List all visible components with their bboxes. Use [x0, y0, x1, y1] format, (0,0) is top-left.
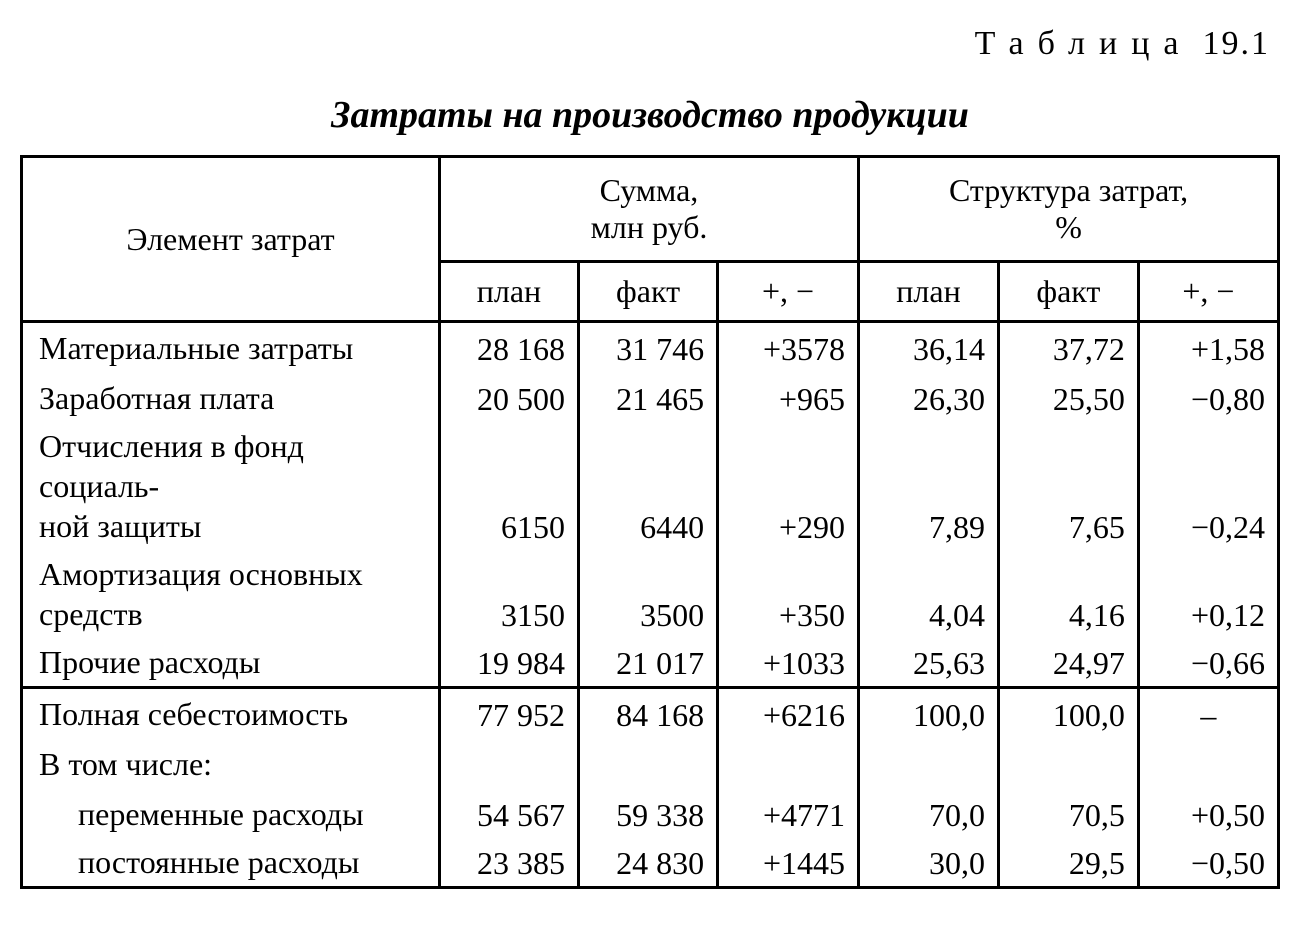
table-caption: Затраты на производство продукции — [20, 93, 1280, 137]
cell-struct-diff: – — [1138, 688, 1278, 738]
row-label: В том числе: — [22, 738, 440, 788]
cell-struct-diff: +1,58 — [1138, 322, 1278, 372]
cell-sum-plan: 3150 — [439, 550, 578, 638]
cell-sum-plan: 54 567 — [439, 788, 578, 838]
row-label: Полная себестоимость — [22, 688, 440, 738]
row-label: Заработная плата — [22, 372, 440, 422]
th-sum-plan: план — [439, 262, 578, 322]
cell-struct-fact: 70,5 — [998, 788, 1138, 838]
cell-sum-plan: 77 952 — [439, 688, 578, 738]
th-element: Элемент затрат — [22, 157, 440, 322]
row-label: Прочие расходы — [22, 638, 440, 688]
table-row: Заработная плата20 50021 465+96526,3025,… — [22, 372, 1279, 422]
cell-struct-diff: −0,50 — [1138, 838, 1278, 888]
table-row: В том числе: — [22, 738, 1279, 788]
row-label: Отчисления в фонд социаль- ной защиты — [22, 422, 440, 550]
th-sum-diff: +, − — [718, 262, 859, 322]
cell-sum-fact — [579, 738, 718, 788]
th-sum-fact: факт — [579, 262, 718, 322]
cell-struct-plan: 26,30 — [859, 372, 999, 422]
cell-sum-fact: 24 830 — [579, 838, 718, 888]
cell-struct-diff — [1138, 738, 1278, 788]
costs-table: Элемент затрат Сумма, млн руб. Структура… — [20, 155, 1280, 889]
cell-struct-plan: 4,04 — [859, 550, 999, 638]
cell-sum-diff: +965 — [718, 372, 859, 422]
cell-struct-plan: 100,0 — [859, 688, 999, 738]
cell-sum-diff: +6216 — [718, 688, 859, 738]
row-label: постоянные расходы — [22, 838, 440, 888]
table-row: Материальные затраты28 16831 746+357836,… — [22, 322, 1279, 372]
cell-sum-diff: +4771 — [718, 788, 859, 838]
cell-sum-plan — [439, 738, 578, 788]
cell-struct-fact: 7,65 — [998, 422, 1138, 550]
table-number-value: 19.1 — [1203, 25, 1271, 62]
cell-sum-diff: +350 — [718, 550, 859, 638]
th-struct-plan: план — [859, 262, 999, 322]
cell-sum-fact: 31 746 — [579, 322, 718, 372]
cell-sum-fact: 6440 — [579, 422, 718, 550]
cell-struct-fact: 29,5 — [998, 838, 1138, 888]
th-group-struct: Структура затрат, % — [859, 157, 1279, 262]
cell-struct-fact — [998, 738, 1138, 788]
cell-sum-plan: 20 500 — [439, 372, 578, 422]
cell-struct-fact: 25,50 — [998, 372, 1138, 422]
table-number: Таблица 19.1 — [20, 25, 1270, 63]
cell-struct-plan: 7,89 — [859, 422, 999, 550]
cell-sum-fact: 3500 — [579, 550, 718, 638]
table-row: Прочие расходы19 98421 017+103325,6324,9… — [22, 638, 1279, 688]
th-struct-diff: +, − — [1138, 262, 1278, 322]
cell-struct-fact: 24,97 — [998, 638, 1138, 688]
cell-struct-fact: 37,72 — [998, 322, 1138, 372]
cell-sum-plan: 6150 — [439, 422, 578, 550]
cell-struct-diff: −0,80 — [1138, 372, 1278, 422]
table-row: Амортизация основных средств31503500+350… — [22, 550, 1279, 638]
cell-sum-fact: 59 338 — [579, 788, 718, 838]
row-label: переменные расходы — [22, 788, 440, 838]
row-label: Амортизация основных средств — [22, 550, 440, 638]
cell-sum-fact: 84 168 — [579, 688, 718, 738]
cell-struct-plan: 36,14 — [859, 322, 999, 372]
cell-struct-diff: +0,12 — [1138, 550, 1278, 638]
cell-struct-plan: 70,0 — [859, 788, 999, 838]
cell-sum-diff: +1445 — [718, 838, 859, 888]
cell-sum-diff — [718, 738, 859, 788]
cell-sum-plan: 23 385 — [439, 838, 578, 888]
cell-sum-diff: +1033 — [718, 638, 859, 688]
cell-sum-plan: 19 984 — [439, 638, 578, 688]
table-row: постоянные расходы23 38524 830+144530,02… — [22, 838, 1279, 888]
cell-struct-diff: +0,50 — [1138, 788, 1278, 838]
cell-sum-fact: 21 465 — [579, 372, 718, 422]
cell-struct-plan — [859, 738, 999, 788]
cell-struct-plan: 25,63 — [859, 638, 999, 688]
cell-sum-fact: 21 017 — [579, 638, 718, 688]
table-row: переменные расходы54 56759 338+477170,07… — [22, 788, 1279, 838]
cell-struct-fact: 4,16 — [998, 550, 1138, 638]
cell-sum-diff: +3578 — [718, 322, 859, 372]
th-group-sum: Сумма, млн руб. — [439, 157, 858, 262]
table-row: Отчисления в фонд социаль- ной защиты615… — [22, 422, 1279, 550]
cell-sum-plan: 28 168 — [439, 322, 578, 372]
table-row: Полная себестоимость77 95284 168+6216100… — [22, 688, 1279, 738]
cell-struct-diff: −0,24 — [1138, 422, 1278, 550]
cell-struct-plan: 30,0 — [859, 838, 999, 888]
row-label: Материальные затраты — [22, 322, 440, 372]
th-struct-fact: факт — [998, 262, 1138, 322]
table-number-word: Таблица — [975, 25, 1193, 62]
cell-struct-fact: 100,0 — [998, 688, 1138, 738]
cell-struct-diff: −0,66 — [1138, 638, 1278, 688]
cell-sum-diff: +290 — [718, 422, 859, 550]
